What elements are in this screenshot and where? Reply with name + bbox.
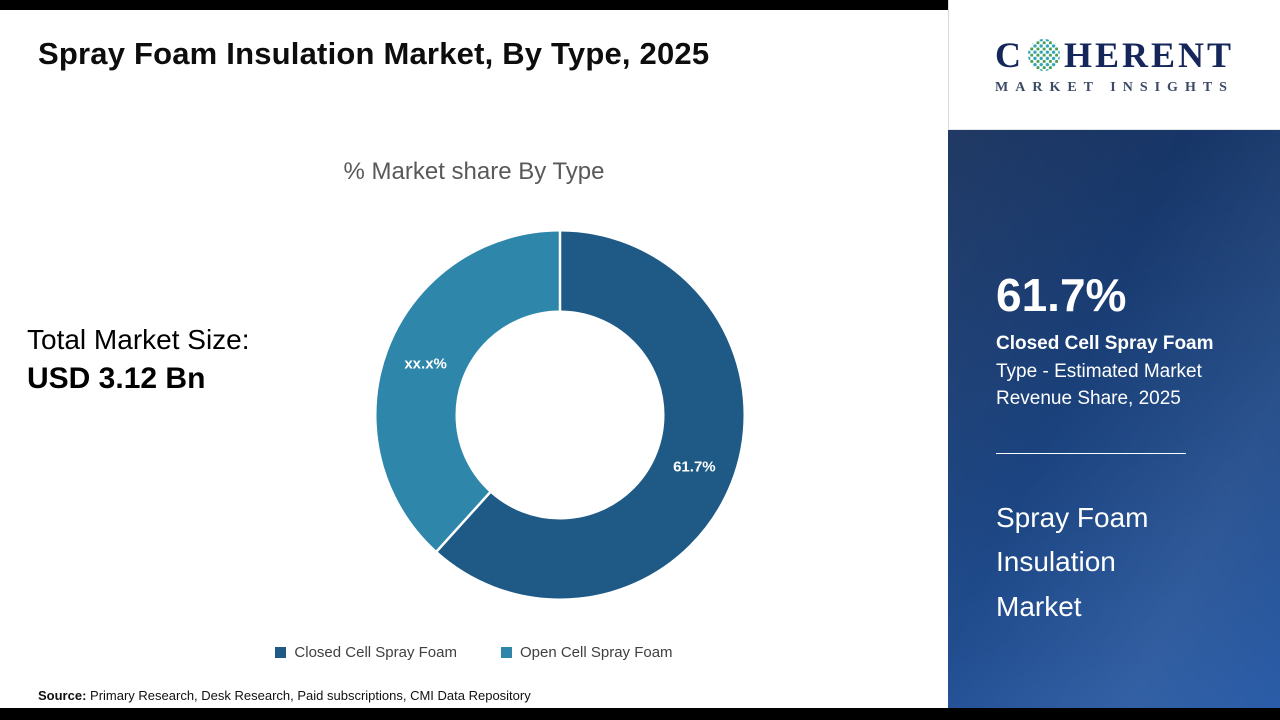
donut-chart-wrap: 61.7% xx.x%: [375, 230, 745, 600]
logo-letters-rest: HERENT: [1063, 34, 1235, 75]
sidebar-stat-bold: Closed Cell Spray Foam: [996, 333, 1214, 354]
source-line: Source: Primary Research, Desk Research,…: [38, 688, 531, 703]
page-title: Spray Foam Insulation Market, By Type, 2…: [38, 36, 710, 71]
donut-chart: 61.7% xx.x%: [376, 230, 744, 599]
sidebar-stat-description: Closed Cell Spray Foam Type - Estimated …: [996, 330, 1231, 413]
sidebar-stat-value: 61.7%: [996, 269, 1127, 321]
legend-item-open-cell: Open Cell Spray Foam: [500, 644, 673, 661]
right-sidebar: 61.7% Closed Cell Spray Foam Type - Esti…: [948, 130, 1280, 708]
total-market-size-block: Total Market Size: USD 3.12 Bn: [27, 324, 250, 396]
source-label: Source:: [38, 688, 87, 703]
source-text: Primary Research, Desk Research, Paid su…: [86, 688, 531, 703]
legend-marker-closed-cell: [275, 647, 287, 658]
legend-label-closed-cell: Closed Cell Spray Foam: [294, 644, 457, 661]
logo-wordmark: C HERENT: [995, 34, 1234, 76]
top-accent-bar: [0, 0, 948, 10]
bottom-accent-bar: [0, 708, 1280, 720]
sidebar-divider: [996, 452, 1186, 454]
svg-text:61.7%: 61.7%: [673, 459, 716, 476]
svg-text:xx.x%: xx.x%: [404, 355, 447, 372]
legend-label-open-cell: Open Cell Spray Foam: [519, 644, 673, 661]
logo-area: C HERENT MARKET INSIGHTS: [948, 0, 1280, 130]
dotted-globe-icon: [1027, 38, 1060, 71]
chart-title: % Market share By Type: [343, 158, 605, 185]
chart-legend: Closed Cell Spray Foam Open Cell Spray F…: [0, 644, 948, 661]
logo-letter-c: C: [994, 34, 1024, 75]
legend-marker-open-cell: [500, 647, 512, 658]
sidebar-market-name: Spray Foam Insulation Market: [996, 501, 1149, 623]
legend-item-closed-cell: Closed Cell Spray Foam: [275, 644, 457, 661]
total-market-size-label: Total Market Size:: [27, 324, 250, 355]
sidebar-stat-rest: Type - Estimated Market Revenue Share, 2…: [996, 360, 1202, 410]
logo-subtitle: MARKET INSIGHTS: [995, 79, 1234, 95]
total-market-size-value: USD 3.12 Bn: [27, 362, 206, 395]
